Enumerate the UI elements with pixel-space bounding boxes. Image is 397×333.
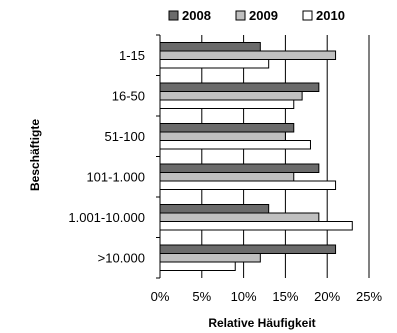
x-tick-label: 20%: [314, 289, 340, 304]
legend-swatch-2008: [168, 10, 179, 21]
bar-2008-5: [159, 244, 337, 254]
bars: [159, 42, 353, 271]
bar-2009-3: [159, 172, 295, 182]
y-tick-label: 101-1.000: [86, 169, 145, 184]
y-tick-label: >10.000: [98, 250, 145, 265]
x-tick-label: 5%: [192, 289, 211, 304]
x-tick-labels: 0% 5% 10% 15% 20% 25%: [151, 289, 383, 304]
axes: [156, 34, 161, 279]
y-tick-label: 51-100: [105, 129, 145, 144]
bar-2008-3: [159, 163, 320, 173]
bar-2008-0: [159, 42, 261, 52]
bar-2009-5: [159, 253, 261, 263]
legend-swatch-2009: [235, 10, 246, 21]
x-tick-label: 25%: [356, 289, 382, 304]
bar-2009-2: [159, 131, 286, 141]
bar-2009-0: [159, 50, 337, 60]
bar-2010-0: [159, 59, 270, 69]
bar-2009-4: [159, 212, 320, 222]
legend-label-2008: 2008: [182, 8, 211, 23]
legend-label-2009: 2009: [249, 8, 278, 23]
gridlines: [201, 35, 370, 278]
y-tick-label: 1.001-10.000: [68, 210, 145, 225]
x-axis-title: Relative Häufigkeit: [208, 316, 315, 330]
bar-2008-1: [159, 82, 320, 92]
y-tick-label: 16-50: [112, 88, 145, 103]
bar-2010-3: [159, 180, 337, 190]
legend-swatch-2010: [302, 10, 313, 21]
bar-2010-2: [159, 140, 311, 150]
legend: 2008 2009 2010: [168, 8, 345, 23]
y-tick-labels: 1-15 16-50 51-100 101-1.000 1.001-10.000 >10.…: [68, 48, 145, 266]
y-axis-title: Beschäftigte: [28, 119, 42, 191]
y-tick-label: 1-15: [119, 48, 145, 63]
x-tick-label: 15%: [272, 289, 298, 304]
legend-label-2010: 2010: [316, 8, 345, 23]
bar-2009-1: [159, 91, 303, 101]
bar-2008-2: [159, 123, 295, 133]
bar-2010-4: [159, 221, 353, 231]
bar-2008-4: [159, 204, 270, 214]
bar-2010-5: [159, 261, 236, 271]
x-tick-label: 10%: [231, 289, 257, 304]
bar-2010-1: [159, 99, 295, 109]
x-tick-label: 0%: [151, 289, 170, 304]
